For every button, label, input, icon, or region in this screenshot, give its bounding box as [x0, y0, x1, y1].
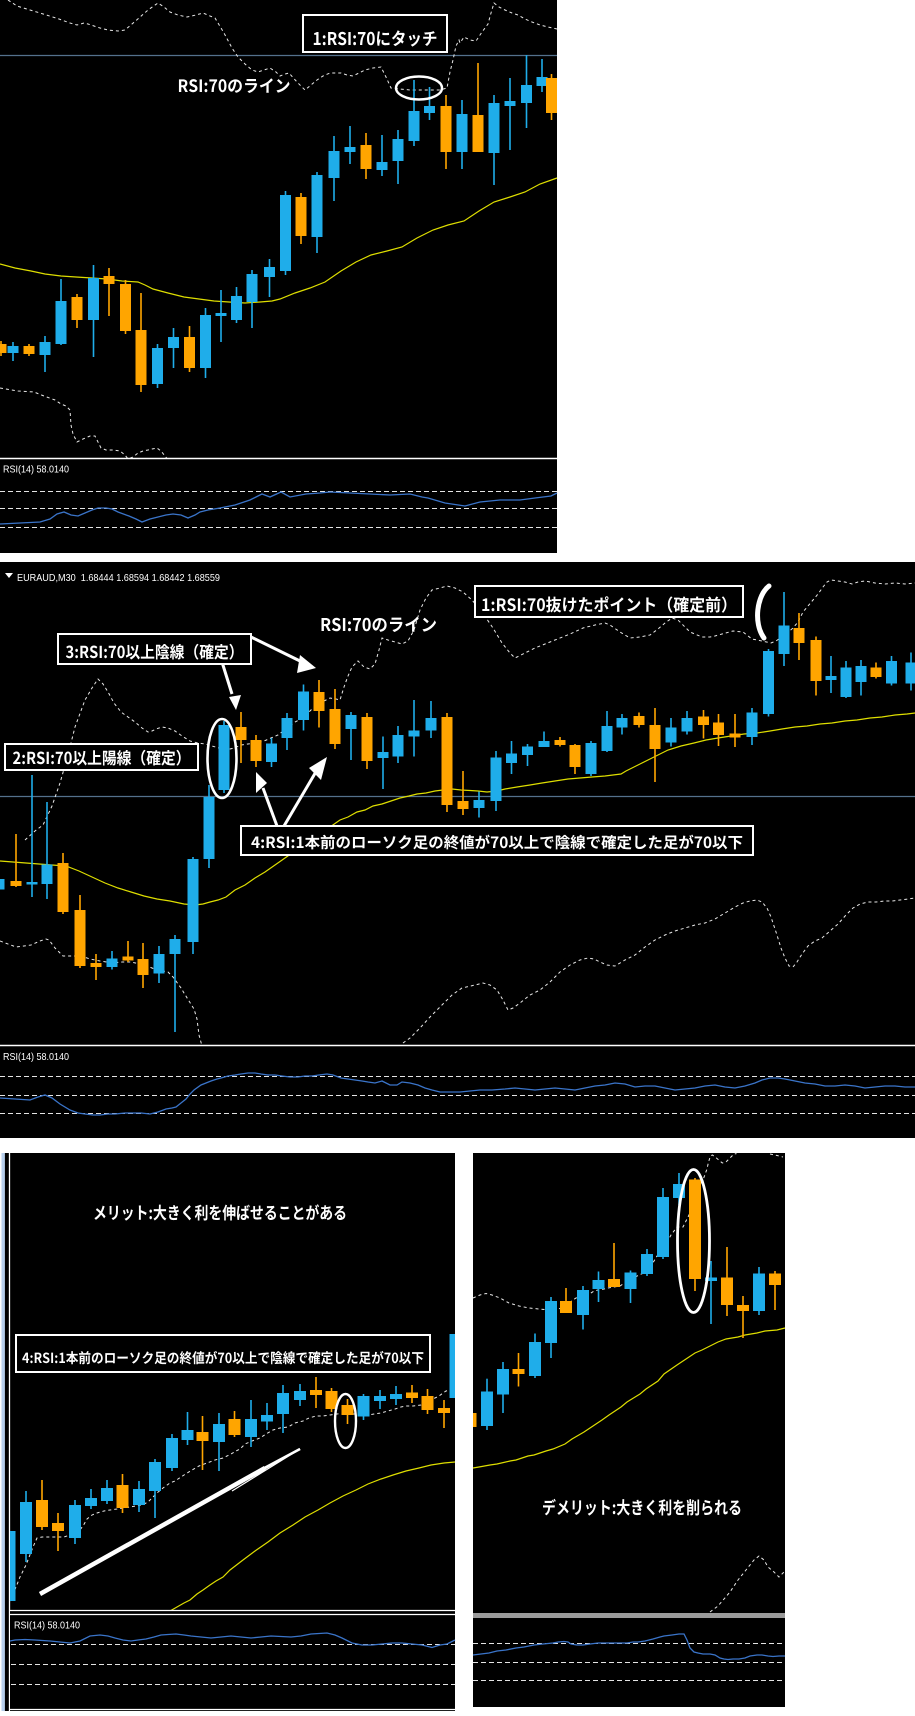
svg-text:EURAUD,M30 1.68444 1.68594 1.: EURAUD,M30 1.68444 1.68594 1.68442 1.685…: [17, 572, 220, 584]
svg-text:RSI(14) 58.0140: RSI(14) 58.0140: [3, 464, 69, 476]
svg-text:RSI(14) 58.0140: RSI(14) 58.0140: [14, 1621, 80, 1632]
svg-text:RSI(14) 58.0140: RSI(14) 58.0140: [3, 1051, 69, 1063]
